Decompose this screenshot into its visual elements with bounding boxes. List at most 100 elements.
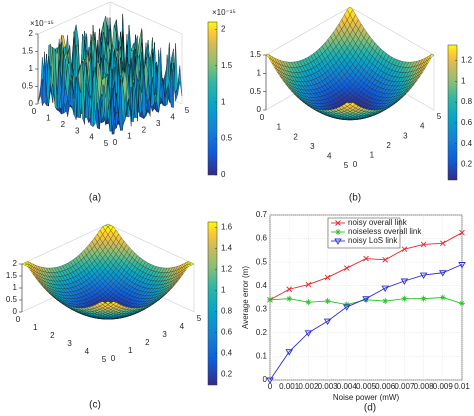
z-tick-label: 1: [13, 283, 18, 292]
marker-shape: [363, 255, 369, 262]
marker-shape: [267, 296, 273, 303]
marker: [323, 318, 332, 325]
marker: [459, 300, 465, 307]
legend-label: noiseless overall link: [348, 227, 422, 236]
surface-cell: [105, 301, 111, 305]
marker-shape: [381, 285, 389, 292]
z-tick-label: 1.5: [250, 50, 262, 59]
x-tick-label: 2: [50, 331, 55, 340]
surface-cell: [107, 87, 113, 135]
colorbar-tick-label: 0.8: [461, 97, 473, 106]
marker-shape: [286, 286, 293, 293]
y-tick-label: 0.4: [256, 281, 268, 290]
box-edge: [265, 6, 351, 56]
y-tick-label: 0.5: [256, 257, 268, 266]
marker: [381, 285, 389, 292]
colorbar-tick-label: 2: [221, 24, 226, 33]
marker: [362, 296, 370, 303]
marker-shape: [382, 256, 389, 263]
z-exponent: ×10⁻¹⁵: [30, 19, 54, 28]
marker-shape: [458, 262, 466, 269]
y-tick-label: 0: [353, 160, 358, 169]
y-tick-label: 1: [128, 346, 133, 355]
y-tick-label: 5: [437, 112, 442, 121]
marker-shape: [439, 240, 446, 247]
x-tick-label: 0.007: [394, 382, 415, 391]
marker: [420, 241, 427, 248]
y-tick-label: 5: [197, 314, 202, 323]
surface-cell: [347, 102, 353, 105]
z-tick-label: 2: [13, 259, 18, 268]
colorbar: [447, 44, 458, 181]
x-tick-label: 0.009: [433, 382, 454, 391]
marker: [382, 298, 389, 305]
x-tick-label: 0.005: [356, 382, 377, 391]
y-tick-label: 2: [142, 125, 147, 134]
x-tick-label: 0.004: [337, 382, 358, 391]
marker-shape: [285, 349, 293, 356]
x-tick-label: 0.001: [279, 382, 300, 391]
x-tick-label: 2: [293, 132, 298, 141]
x-tick-label: 1: [46, 114, 51, 123]
marker: [266, 377, 274, 384]
x-tick-label: 0: [32, 107, 37, 116]
marker: [419, 272, 428, 279]
y-tick-label: 0: [113, 138, 118, 147]
marker-shape: [343, 304, 351, 311]
colorbar-tick-label: 1: [221, 285, 226, 294]
marker: [363, 296, 369, 303]
y-axis-label: Average error (m): [241, 266, 250, 329]
marker: [458, 262, 466, 269]
box-edge: [37, 1, 111, 35]
marker-shape: [334, 238, 342, 245]
legend-label: noisy overall link: [348, 218, 408, 227]
colorbar: [207, 221, 218, 386]
y-tick-label: 3: [162, 330, 167, 339]
y-tick-label: 0.1: [256, 352, 268, 361]
marker: [420, 295, 427, 302]
box-edge: [349, 6, 435, 56]
colorbar-tick-label: 0.4: [461, 139, 473, 148]
marker-shape: [439, 294, 446, 301]
panel-label: (c): [89, 400, 101, 411]
marker: [439, 240, 446, 247]
y-tick-label: 0.2: [256, 328, 268, 337]
marker-shape: [324, 298, 331, 305]
y-tick-label: 0: [263, 375, 268, 384]
x-tick-label: 4: [89, 133, 94, 142]
marker: [305, 299, 312, 306]
z-tick-label: 0.5: [6, 295, 18, 304]
x-tick-label: 5: [104, 139, 109, 148]
surface: [21, 223, 195, 320]
legend-marker: [334, 238, 342, 245]
z-tick-label: 1.5: [6, 271, 18, 280]
marker-shape: [400, 278, 409, 285]
marker-shape: [419, 272, 428, 279]
colorbar-tick-label: 1: [221, 97, 226, 106]
y-tick-label: 1: [370, 151, 375, 160]
x-tick-label: 0.01: [454, 382, 470, 391]
legend-marker: [335, 220, 341, 226]
marker: [363, 255, 369, 262]
surface: [265, 6, 435, 121]
x-tick-label: 3: [310, 142, 315, 151]
marker: [324, 298, 331, 305]
marker-shape: [363, 296, 369, 303]
legend-marker: [335, 229, 341, 235]
x-tick-label: 0.003: [318, 382, 339, 391]
y-tick-label: 0: [111, 354, 116, 363]
z-tick-label: 1: [29, 64, 34, 73]
marker-shape: [335, 220, 341, 226]
marker-shape: [304, 330, 313, 337]
marker-shape: [439, 270, 447, 277]
colorbar-tick-label: 1.6: [221, 222, 233, 231]
marker: [401, 295, 408, 302]
z-tick-label: 1: [257, 68, 262, 77]
marker: [286, 295, 293, 302]
colorbar-tick-label: 1.5: [221, 61, 233, 70]
x-tick-label: 3: [75, 126, 80, 135]
x-tick-label: 0: [16, 315, 21, 324]
marker: [285, 349, 293, 356]
colorbar-exponent: ×10⁻¹⁵: [212, 8, 236, 17]
z-tick-label: 0: [29, 99, 34, 108]
